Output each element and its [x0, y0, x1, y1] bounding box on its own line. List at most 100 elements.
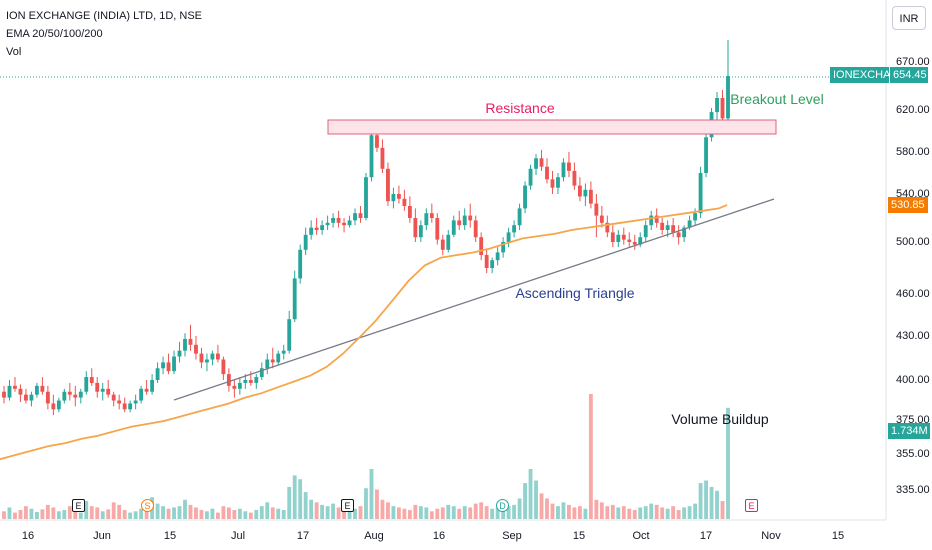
candle-body	[594, 203, 599, 216]
volume-bar	[2, 511, 6, 519]
volume-bar	[243, 511, 248, 519]
candle-body	[221, 359, 226, 375]
ema-indicator-label[interactable]: EMA 20/50/100/200	[6, 28, 103, 40]
earnings-marker[interactable]: E	[72, 499, 85, 512]
dividend-marker[interactable]: D	[496, 499, 509, 512]
time-tick: Aug	[364, 530, 384, 542]
candle-body	[424, 213, 429, 226]
volume-bar	[358, 506, 363, 519]
volume-bar	[517, 498, 522, 519]
volume-bar	[704, 480, 708, 519]
candle-body	[517, 208, 522, 226]
earnings-marker[interactable]: E	[341, 499, 354, 512]
candle-body	[720, 98, 725, 119]
volume-bar	[709, 486, 714, 519]
candle-body	[364, 177, 368, 218]
volume-bar	[726, 407, 730, 519]
volume-bar	[155, 503, 160, 519]
candle-body	[89, 377, 94, 383]
candle-body	[155, 368, 160, 380]
candle-body	[18, 388, 23, 395]
volume-bar	[621, 506, 626, 519]
candle-body	[133, 400, 138, 404]
ascending-trendline	[173, 198, 775, 401]
symbol-title: ION EXCHANGE (INDIA) LTD, 1D, NSE	[6, 10, 202, 22]
volume-bar	[292, 475, 297, 519]
candle-body	[693, 213, 698, 221]
volume-bar	[528, 469, 533, 519]
time-tick: 15	[572, 530, 586, 542]
volume-bar	[693, 503, 698, 519]
price-tick: 620.00	[896, 104, 930, 116]
price-tick: 460.00	[896, 288, 930, 300]
volume-bar	[331, 503, 336, 519]
volume-bar	[369, 469, 374, 519]
time-tick: Sep	[502, 530, 522, 542]
candle-body	[24, 394, 28, 401]
ascending-triangle-label: Ascending Triangle	[515, 285, 635, 301]
candle-body	[95, 382, 100, 392]
candle-body	[51, 403, 56, 410]
volume-value-tag: 1.734M	[888, 423, 930, 439]
volume-bar	[523, 483, 527, 519]
candle-body	[254, 377, 259, 383]
volume-bar	[386, 502, 390, 519]
candle-body	[396, 194, 401, 199]
candle-body	[188, 338, 193, 345]
time-tick: 15	[831, 530, 845, 542]
candle-body	[649, 215, 654, 226]
volume-bar	[627, 508, 632, 519]
currency-button[interactable]: INR	[892, 6, 926, 30]
earnings-marker[interactable]: E	[745, 499, 758, 512]
volume-bar	[720, 501, 725, 519]
candle-body	[550, 179, 555, 188]
volume-bar	[18, 510, 23, 519]
candle-body	[440, 239, 445, 250]
volume-bar	[391, 506, 396, 519]
volume-bar	[314, 502, 319, 519]
price-tick: 430.00	[896, 330, 930, 342]
candle-body	[599, 215, 604, 223]
time-tick: Oct	[632, 530, 650, 542]
candle-body	[484, 255, 489, 268]
time-tick: 15	[163, 530, 177, 542]
candle-body	[336, 218, 341, 223]
volume-bar	[78, 512, 83, 519]
volume-bar	[194, 507, 198, 519]
candle-body	[34, 385, 39, 395]
volume-bar	[303, 492, 308, 519]
volume-bar	[89, 506, 94, 519]
candle-body	[331, 218, 336, 223]
volume-bar	[375, 489, 379, 519]
volume-indicator-label[interactable]: Vol	[6, 46, 22, 58]
volume-bar	[265, 502, 270, 519]
volume-bar	[281, 510, 286, 519]
volume-bar	[402, 508, 407, 519]
ema-value-tag: 530.85	[888, 197, 928, 213]
resistance-zone	[327, 119, 777, 135]
candle-body	[698, 173, 703, 214]
candle-body	[375, 135, 379, 148]
volume-bar	[605, 506, 610, 519]
candle-body	[473, 220, 478, 238]
volume-bar	[561, 502, 566, 519]
volume-bar	[715, 490, 719, 519]
volume-bar	[183, 499, 187, 519]
volume-bar	[649, 503, 654, 519]
volume-bar	[139, 508, 144, 519]
volume-bar	[237, 508, 242, 519]
candle-body	[67, 391, 72, 395]
candle-body	[561, 162, 566, 178]
candle-body	[7, 385, 12, 398]
split-marker[interactable]: S	[141, 499, 154, 512]
candle-body	[605, 222, 610, 233]
candle-body	[243, 380, 248, 383]
volume-bar	[632, 510, 637, 519]
candle-body	[78, 391, 83, 398]
candle-body	[325, 222, 330, 226]
price-tick: 355.00	[896, 448, 930, 460]
symbol-tag: IONEXCHANG	[830, 67, 907, 83]
candle-body	[457, 220, 462, 226]
volume-bar	[133, 511, 138, 519]
